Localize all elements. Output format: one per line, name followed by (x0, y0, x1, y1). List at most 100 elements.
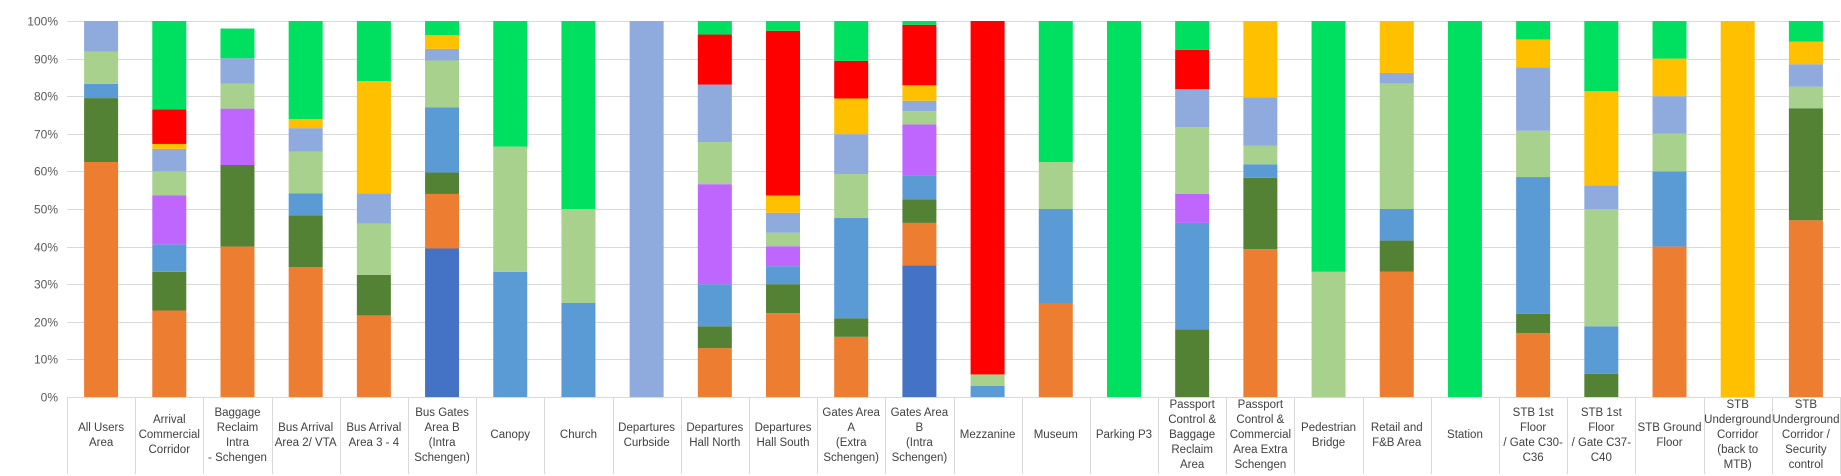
category-label-line: STB Ground (1637, 421, 1702, 434)
y-tick-label: 0% (41, 391, 59, 405)
bar-segment (84, 21, 119, 52)
bar-segment (1516, 67, 1551, 131)
bar-segment (1243, 164, 1278, 178)
y-tick-label: 40% (34, 241, 58, 255)
category-label: Mezzanine (954, 398, 1022, 473)
bar-segment (902, 124, 937, 176)
bar-segment (1516, 21, 1551, 40)
bar-segment (697, 348, 732, 397)
bar-segment (152, 244, 187, 272)
category-label-text: STB 1st Floor / Gate C30- C36 (1501, 406, 1565, 466)
bar-segment (902, 100, 937, 112)
category-label-line: Control & (1168, 414, 1217, 426)
category-label: STB 1st Floor / Gate C30- C36 (1499, 398, 1567, 473)
category-label-line: Departures (618, 421, 676, 434)
category-label-line: Bridge (1311, 436, 1346, 449)
y-tick-label: 80% (34, 90, 58, 104)
bar-segment (1788, 108, 1823, 221)
category-label-line: Schengen) (414, 451, 470, 464)
category-label-line: Area 2/ VTA (274, 436, 337, 449)
bar-segment (220, 108, 255, 166)
bar-segment (1175, 21, 1210, 50)
bar-segment (1175, 49, 1210, 90)
category-label-text: Passport Control & Baggage Reclaim Area (1160, 398, 1224, 473)
category-label-line: C40 (1590, 451, 1612, 464)
bar-segment (84, 83, 119, 99)
category-label-line: STB 1st Floor (1512, 406, 1554, 434)
bar-segment (493, 146, 528, 272)
bar-segment (902, 85, 937, 101)
category-label-line: Bus Gates (415, 406, 469, 419)
bar-segment (1652, 246, 1687, 397)
category-label-text: Bus Arrival Area 3 - 4 (346, 421, 401, 451)
bar-segment (425, 193, 460, 249)
category-label-text: Pedestrian Bridge (1301, 421, 1356, 451)
bar-segment (1038, 209, 1073, 303)
category-label-line: Pedestrian (1301, 421, 1357, 434)
category-label-line: Corridor (1716, 429, 1759, 441)
bar-segment (356, 315, 391, 397)
category-label-text: Retail and F&B Area (1371, 421, 1423, 451)
category-label-line: Gates Area B (890, 406, 949, 434)
category-label-line: Schengen) (891, 451, 948, 464)
bar-segment (1516, 313, 1551, 334)
bar-segment (1379, 72, 1414, 84)
category-label-text: Arrival Commercial Corridor (139, 413, 200, 458)
category-label: Parking P3 (1090, 398, 1158, 473)
category-label: Departures Hall North (681, 398, 749, 473)
bar-segment (1584, 91, 1619, 186)
category-label-line: Bus Arrival (278, 421, 334, 434)
bar-segment (1516, 130, 1551, 178)
bar-segment (1516, 177, 1551, 314)
category-label-line: Hall South (756, 436, 810, 449)
category-label-line: STB (1794, 399, 1818, 411)
category-label: STB Underground Corridor (back to MTB) (1704, 398, 1772, 473)
category-label-line: Area (88, 436, 114, 449)
bar-segment (1243, 249, 1278, 397)
bar-segment (288, 119, 323, 129)
bar-segment (152, 21, 187, 110)
category-label: Bus Arrival Area 2/ VTA (272, 398, 340, 473)
category-label-text: STB Underground Corridor / Security control (1772, 398, 1839, 473)
bar-segment (152, 310, 187, 397)
bar-segment (1584, 185, 1619, 209)
category-label-line: Control & (1236, 414, 1285, 426)
category-label-line: Church (559, 429, 597, 441)
bar-segment (902, 21, 937, 25)
y-tick-label: 70% (34, 128, 58, 142)
bar-segment (1379, 271, 1414, 397)
category-label: Gates Area B (Intra Schengen) (885, 398, 953, 473)
category-label-text: STB Ground Floor (1638, 421, 1702, 451)
y-tick-label: 20% (34, 316, 58, 330)
category-label-line: STB (1726, 399, 1749, 411)
category-label-line: Area B (Intra (424, 421, 460, 449)
bar-segment (288, 193, 323, 216)
bar-segment (1175, 222, 1210, 330)
bar-segment (152, 171, 187, 196)
category-label-line: Departures (754, 421, 812, 434)
bar-segment (1311, 21, 1346, 272)
category-label-text: Museum (1034, 428, 1078, 443)
bar-segment (425, 248, 460, 397)
bar-segment (834, 21, 869, 61)
y-tick-label: 10% (34, 353, 58, 367)
bar-segment (1584, 373, 1619, 397)
category-label-line: Reclaim Intra (216, 421, 259, 449)
y-tick-label: 60% (34, 165, 58, 179)
category-label-line: Corridor (148, 444, 191, 456)
bar-segment (561, 209, 596, 303)
bar-segment (1652, 96, 1687, 134)
category-label-line: Area Extra (1233, 444, 1288, 456)
category-label-line: Mezzanine (959, 429, 1016, 441)
category-label-line: Curbside (623, 436, 670, 449)
bar-segment (1788, 86, 1823, 109)
category-label-line: - Schengen (208, 451, 267, 464)
bar-segment (970, 374, 1005, 386)
bar-segment (902, 111, 937, 125)
category-label-line: MTB) (1723, 459, 1752, 471)
category-label: Departures Hall South (749, 398, 817, 473)
bar-segment (356, 274, 391, 316)
category-label: Museum (1022, 398, 1090, 473)
category-label-line: control (1788, 459, 1824, 471)
